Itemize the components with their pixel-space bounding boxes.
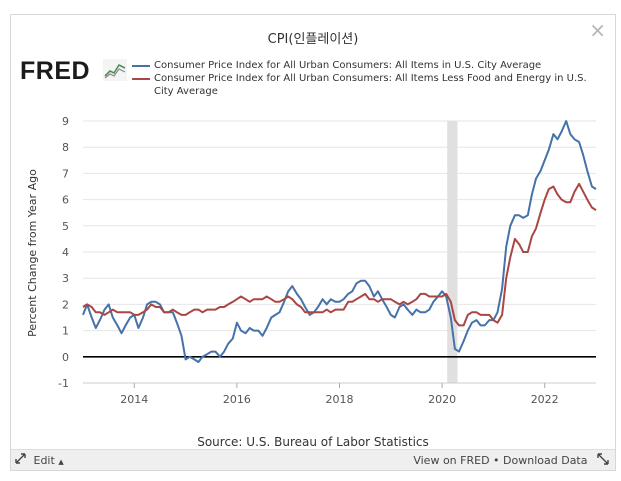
close-icon[interactable]: × xyxy=(589,18,606,42)
y-tick-label: 1 xyxy=(62,325,69,338)
trend-lines-icon xyxy=(103,59,127,81)
chart-source: Source: U.S. Bureau of Labor Statistics xyxy=(197,435,429,449)
x-tick-label: 2016 xyxy=(223,393,251,406)
view-on-fred-link[interactable]: View on FRED xyxy=(413,454,490,467)
edit-label: Edit xyxy=(33,454,55,467)
x-tick-label: 2014 xyxy=(120,393,148,406)
chart-legend: Consumer Price Index for All Urban Consu… xyxy=(132,59,602,98)
y-tick-label: 3 xyxy=(62,272,69,285)
separator-dot: • xyxy=(493,454,500,467)
y-tick-label: 0 xyxy=(62,351,69,364)
chart-title: CPI(인플레이션) xyxy=(267,32,359,47)
legend-swatch-blue xyxy=(132,65,150,67)
download-data-link[interactable]: Download Data xyxy=(503,454,588,467)
caret-up-icon: ▲ xyxy=(58,458,64,466)
y-tick-label: 9 xyxy=(62,115,69,128)
fred-logo: FRED xyxy=(20,57,91,85)
legend-item-all-items: Consumer Price Index for All Urban Consu… xyxy=(132,59,602,72)
legend-label: Consumer Price Index for All Urban Consu… xyxy=(154,73,587,97)
x-tick-label: 2020 xyxy=(428,393,456,406)
y-tick-label: 7 xyxy=(62,167,69,180)
recession-shading xyxy=(447,121,458,383)
chart-plot: -1 0 1 2 3 4 5 6 7 8 9 2014 2016 2018 2020 2022 Percen… xyxy=(26,115,597,406)
y-tick-label: 5 xyxy=(62,220,69,233)
x-tick-labels: 2014 2016 2018 2020 2022 xyxy=(83,382,596,406)
chart-footer: Edit ▲ View on FRED • Download Data xyxy=(11,449,615,470)
x-tick-label: 2022 xyxy=(531,393,559,406)
legend-label: Consumer Price Index for All Urban Consu… xyxy=(154,60,542,71)
y-axis-label: Percent Change from Year Ago xyxy=(26,169,39,337)
expand-arrows-icon xyxy=(15,453,26,464)
recession-band xyxy=(447,121,458,383)
series-lines xyxy=(82,120,597,363)
series-line-core xyxy=(82,182,597,327)
legend-swatch-red xyxy=(132,78,150,80)
y-tick-label: 6 xyxy=(62,194,69,207)
x-tick-label: 2018 xyxy=(326,393,354,406)
y-tick-label: 8 xyxy=(62,141,69,154)
chart-window: CPI(인플레이션) × FRED Consumer Price Index f… xyxy=(10,14,616,471)
y-tick-label: 2 xyxy=(62,298,69,311)
y-tick-label: 4 xyxy=(62,246,69,259)
y-tick-labels: -1 0 1 2 3 4 5 6 7 8 9 xyxy=(58,115,69,390)
edit-button[interactable]: Edit ▲ xyxy=(15,453,64,467)
grid-lines xyxy=(83,120,596,384)
footer-links: View on FRED • Download Data xyxy=(413,453,609,467)
y-tick-label: -1 xyxy=(58,377,69,390)
fullscreen-icon[interactable] xyxy=(597,453,609,465)
legend-item-core: Consumer Price Index for All Urban Consu… xyxy=(132,72,602,98)
